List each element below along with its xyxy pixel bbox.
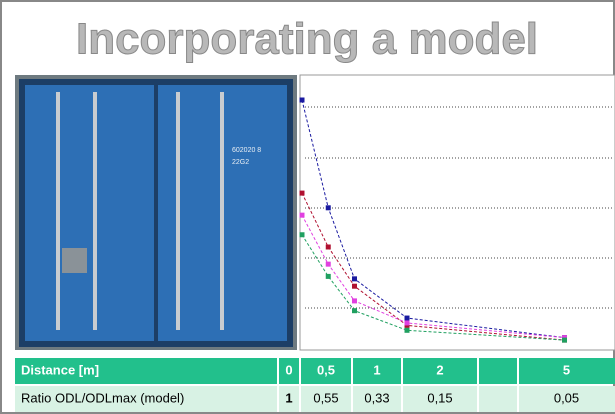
svg-text:602020 8: 602020 8 <box>232 147 261 154</box>
point <box>326 205 331 210</box>
cell: 0,05 <box>554 390 579 405</box>
cell: 1 <box>373 362 380 377</box>
row-label: Distance [m] <box>21 362 99 377</box>
cell: 0,5 <box>317 362 335 377</box>
point <box>352 308 357 313</box>
cell: 2 <box>436 362 443 377</box>
point <box>405 328 410 333</box>
point <box>300 232 305 237</box>
cell: 0,15 <box>427 390 452 405</box>
point <box>562 338 567 343</box>
point <box>405 320 410 325</box>
point <box>405 316 410 321</box>
plot-area <box>300 75 615 350</box>
cell: 1 <box>285 390 292 405</box>
point <box>352 298 357 303</box>
point <box>352 284 357 289</box>
container-photo: 602020 8 22G2 <box>15 75 297 350</box>
point <box>326 262 331 267</box>
point <box>326 245 331 250</box>
svg-text:22G2: 22G2 <box>232 159 249 166</box>
point <box>300 98 305 103</box>
cell: 0,55 <box>313 390 338 405</box>
cell: 0 <box>285 362 292 377</box>
point <box>352 276 357 281</box>
point <box>300 213 305 218</box>
point <box>326 274 331 279</box>
table-header-row <box>15 358 615 384</box>
row-label: Ratio ODL/ODLmax (model) <box>21 390 184 405</box>
slide: Incorporating a model 602020 8 22G2 Dista… <box>0 0 615 414</box>
point <box>300 191 305 196</box>
cell: 0,33 <box>364 390 389 405</box>
cell: 5 <box>563 362 570 377</box>
slide-title: Incorporating a model <box>76 15 538 64</box>
